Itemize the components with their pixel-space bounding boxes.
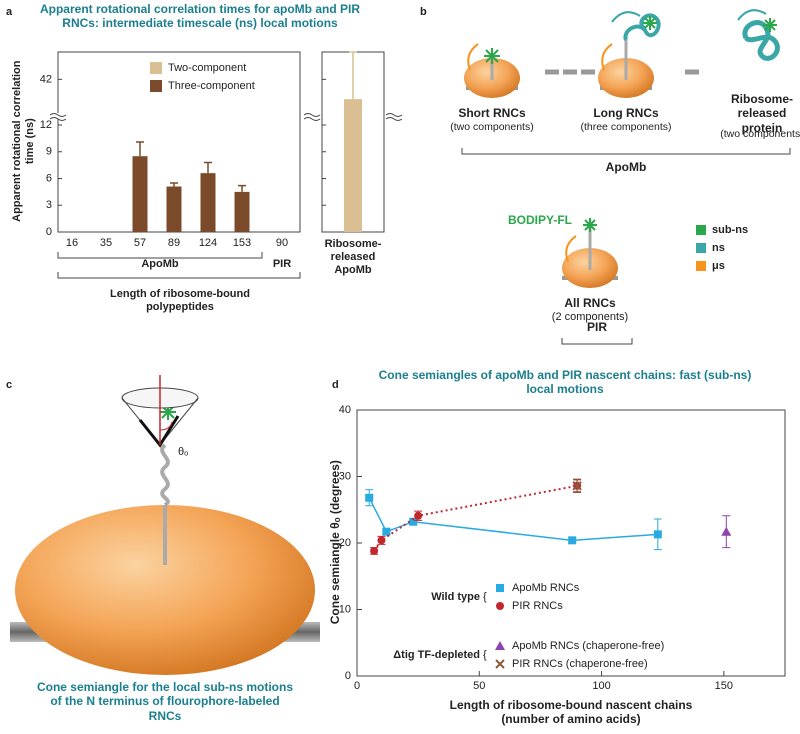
x-tick-label: 153 (233, 237, 251, 249)
bar (344, 99, 362, 232)
x-axis-label: Length of ribosome-bound nascent chains … (449, 698, 693, 727)
error-bar (204, 161, 212, 174)
bar (132, 156, 148, 232)
data-point (568, 536, 577, 545)
series-line (373, 484, 578, 552)
legend-label: PIR RNCs (512, 600, 563, 612)
data-point (414, 511, 423, 520)
legend-label: PIR RNCs (chaperone-free) (512, 658, 648, 670)
x-tick-label: 100 (592, 680, 610, 692)
stage-note: (two components) (720, 128, 800, 140)
star-icons (160, 16, 777, 420)
legend-swatch (696, 243, 706, 253)
cone-diagram (10, 375, 320, 675)
x-tick-label: 89 (168, 237, 180, 249)
bracket (57, 272, 301, 279)
bar (200, 173, 216, 232)
legend-marker (496, 602, 504, 610)
x-tick-label: 50 (473, 680, 485, 692)
legend-label: sub-ns (712, 224, 748, 236)
error-bar (136, 141, 144, 157)
stage-note: (two components) (450, 121, 534, 133)
data-point (721, 526, 732, 536)
ribosome-diagram (461, 9, 791, 345)
bar (166, 186, 182, 232)
legend-group-label: Wild type (431, 591, 480, 603)
y-tick-label: 12 (40, 119, 52, 131)
x-tick-label: 16 (66, 237, 78, 249)
group-label: ApoMb (605, 160, 647, 174)
bar (234, 191, 250, 232)
error-bar (238, 184, 246, 192)
stage-label: Long RNCs (593, 106, 659, 120)
panel-label: b (420, 6, 427, 18)
stage-note: (2 components) (551, 311, 629, 323)
panel-label: c (6, 379, 12, 391)
y-axis-label: Apparent rotational correlation time (ns… (10, 60, 36, 222)
panel-label: a (6, 6, 13, 18)
bracket (57, 252, 263, 259)
chart-title: Cone semiangles of apoMb and PIR nascent… (378, 368, 752, 397)
legend-swatch (150, 80, 162, 92)
legend-marker (495, 659, 505, 669)
data-point (382, 527, 391, 536)
legend-swatch (696, 261, 706, 271)
legend-group-label: Δtig TF-depleted (393, 649, 480, 661)
legend-marker (495, 641, 505, 650)
legend-label: μs (712, 260, 725, 272)
legend-label: ApoMb RNCs (512, 582, 580, 594)
legend-label: Three-component (168, 80, 255, 92)
legend-swatch (696, 225, 706, 235)
y-axis-label: Cone semiangle θₒ (degrees) (327, 460, 342, 625)
caption: Cone semiangle for the local sub-ns moti… (36, 680, 294, 723)
y-tick-label: 20 (339, 537, 351, 549)
data-point (365, 493, 374, 502)
panel-label: d (332, 379, 339, 391)
y-tick-label: 6 (46, 172, 52, 184)
x-tick-label: 0 (354, 680, 360, 692)
x-tick-label: 150 (715, 680, 733, 692)
y-tick-label: 3 (46, 199, 52, 211)
legend-marker (496, 584, 504, 592)
axis-break (49, 113, 403, 121)
error-bar (349, 51, 357, 100)
x-axis-label: Length of ribosome-bound polypeptides (110, 288, 250, 314)
legend-brace: { (483, 591, 487, 603)
group-label: ApoMb (141, 258, 179, 270)
x-tick-label: 57 (134, 237, 146, 249)
x-tick-label: 90 (276, 237, 288, 249)
probe-label: BODIPY-FL (507, 213, 572, 227)
y-tick-label: 42 (40, 73, 52, 85)
x-tick-label: 124 (199, 237, 217, 249)
y-tick-label: 0 (46, 226, 52, 238)
data-point (409, 517, 418, 526)
y-tick-label: 10 (339, 603, 351, 615)
stage-note: (three components) (580, 121, 672, 133)
angle-label: θₒ (178, 446, 188, 458)
group-label: PIR (586, 320, 607, 334)
stage-label: Short RNCs (458, 106, 526, 120)
data-point (377, 536, 386, 545)
legend-label: ApoMb RNCs (chaperone-free) (512, 640, 664, 652)
y-tick-label: 30 (339, 470, 351, 482)
group-label: PIR (273, 258, 291, 270)
chart-title: Apparent rotational correlation times fo… (39, 2, 361, 31)
y-tick-label: 0 (345, 670, 351, 682)
stage-label: Ribosome-released protein (730, 92, 793, 135)
x-tick-label: Ribosome-released ApoMb (324, 238, 382, 277)
legend-label: Two-component (168, 62, 246, 74)
data-point (572, 481, 582, 491)
stage-label: All RNCs (564, 296, 616, 310)
legend-swatch (150, 62, 162, 74)
legend-label: ns (712, 242, 725, 254)
error-bar (170, 182, 178, 187)
data-point (370, 546, 379, 555)
y-tick-label: 9 (46, 146, 52, 158)
x-tick-label: 35 (100, 237, 112, 249)
legend-brace: { (483, 649, 487, 661)
y-tick-label: 40 (339, 404, 351, 416)
data-point (653, 530, 662, 539)
